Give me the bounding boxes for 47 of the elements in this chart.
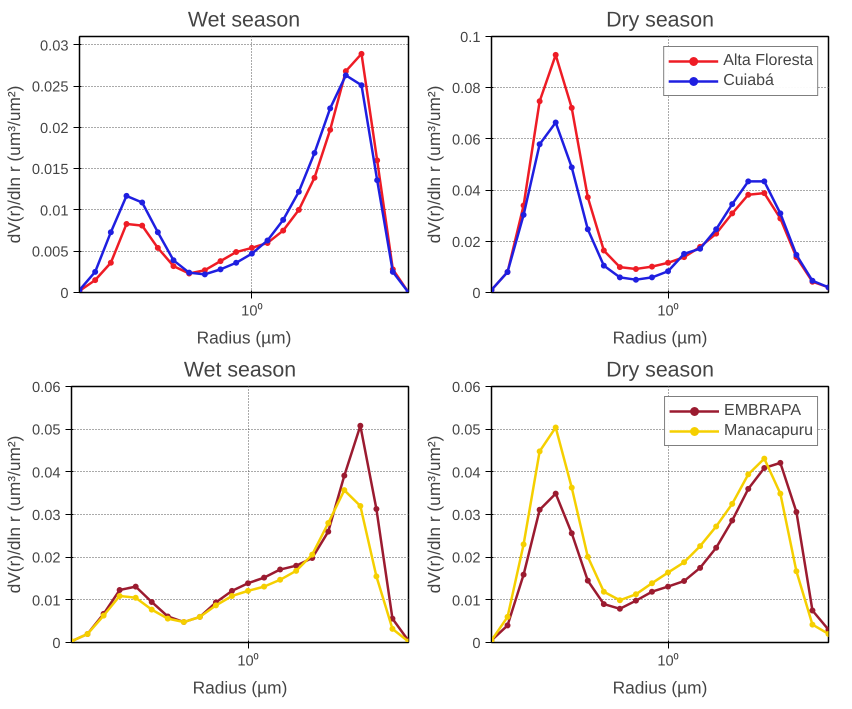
y-tick-label: 0.025 bbox=[32, 80, 69, 96]
chart-title: Wet season bbox=[188, 8, 300, 32]
y-tick-label: 0 bbox=[472, 286, 481, 302]
y-tick-label: 0 bbox=[472, 636, 481, 652]
chart-title: Dry season bbox=[606, 8, 714, 32]
y-tick-label: 0.02 bbox=[32, 550, 61, 567]
x-tick-label: 10⁰ bbox=[657, 302, 679, 320]
y-tick-label: 0.02 bbox=[452, 550, 481, 567]
x-tick-label: 10⁰ bbox=[241, 302, 262, 320]
y-tick-label: 0.04 bbox=[32, 465, 61, 482]
y-tick-label: 0.03 bbox=[40, 38, 69, 54]
y-tick-label: 0.06 bbox=[32, 380, 61, 396]
x-tick-label: 10⁰ bbox=[657, 652, 679, 670]
y-axis-title: dV(r)/dln r (um³/um²) bbox=[4, 436, 24, 594]
y-tick-label: 0.05 bbox=[32, 422, 61, 439]
x-axis-title: Radius (µm) bbox=[612, 678, 708, 698]
y-tick-label: 0.01 bbox=[40, 203, 69, 220]
y-axis-title: dV(r)/dln r (um³/um²) bbox=[424, 436, 444, 594]
y-tick-label: 0 bbox=[52, 636, 61, 652]
y-tick-label: 0.01 bbox=[452, 593, 481, 610]
y-tick-label: 0.03 bbox=[452, 508, 481, 524]
chart-title: Dry season bbox=[606, 358, 714, 382]
legend-label: EMBRAPA bbox=[724, 402, 802, 420]
chart-title: Wet season bbox=[184, 358, 296, 382]
y-tick-label: 0.005 bbox=[32, 244, 69, 261]
y-axis-title: dV(r)/dln r (um³/um²) bbox=[424, 86, 444, 244]
y-tick-label: 0.04 bbox=[452, 184, 481, 200]
y-tick-label: 0.06 bbox=[452, 380, 481, 396]
x-tick-label: 10⁰ bbox=[237, 652, 259, 670]
x-axis-title: Radius (µm) bbox=[192, 678, 288, 698]
y-tick-label: 0.015 bbox=[32, 162, 69, 178]
y-tick-label: 0.05 bbox=[452, 422, 481, 439]
y-tick-label: 0.01 bbox=[32, 593, 61, 610]
y-tick-label: 0.06 bbox=[452, 132, 481, 148]
y-tick-label: 0.02 bbox=[452, 234, 481, 251]
y-tick-label: 0.02 bbox=[40, 120, 69, 137]
y-tick-label: 0 bbox=[60, 286, 69, 302]
legend-label: Manacapuru bbox=[724, 422, 813, 440]
y-tick-label: 0.08 bbox=[452, 81, 481, 98]
y-tick-label: 0.03 bbox=[32, 508, 61, 524]
x-axis-title: Radius (µm) bbox=[612, 328, 708, 348]
legend-label: Alta Floresta bbox=[723, 52, 813, 70]
y-tick-label: 0.1 bbox=[460, 30, 480, 46]
legend-label: Cuiabá bbox=[723, 72, 774, 90]
y-tick-label: 0.04 bbox=[452, 465, 481, 482]
x-axis-title: Radius (µm) bbox=[196, 328, 292, 348]
y-axis-title: dV(r)/dln r (um³/um²) bbox=[4, 86, 24, 244]
